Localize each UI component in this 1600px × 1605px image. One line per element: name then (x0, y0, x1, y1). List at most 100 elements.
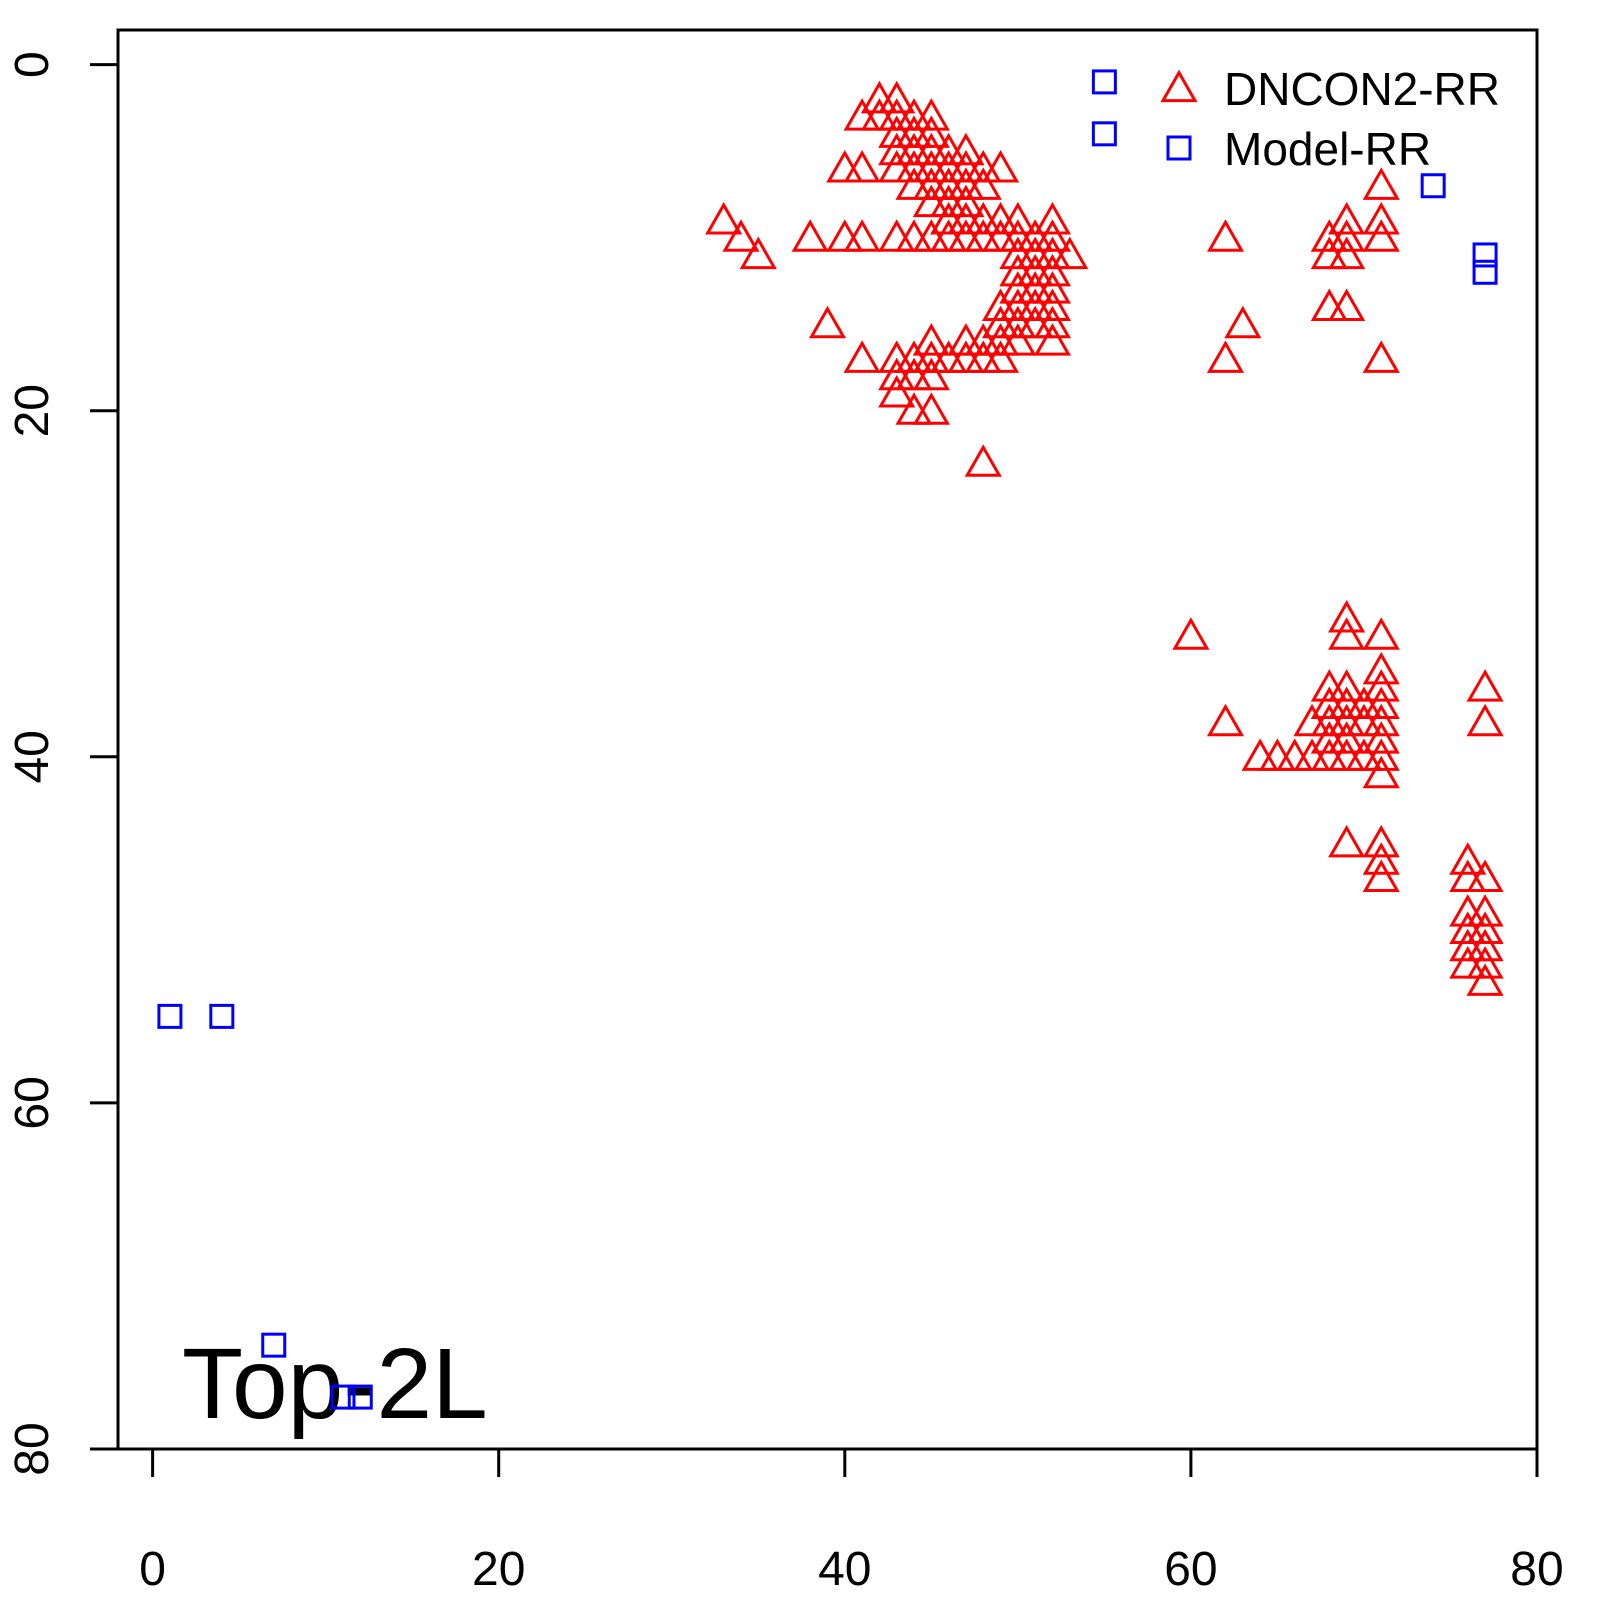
y-tick-label: 20 (6, 384, 59, 437)
point (1328, 599, 1366, 633)
point (739, 236, 777, 270)
point (1328, 201, 1366, 235)
point (912, 98, 950, 131)
legend-marker (1166, 135, 1192, 161)
point (1362, 617, 1400, 650)
point (1362, 219, 1400, 252)
point (1258, 738, 1297, 771)
y-tick-label: 40 (6, 730, 59, 783)
point (1224, 305, 1262, 339)
legend-label: Model-RR (1224, 123, 1431, 175)
point (1206, 703, 1245, 737)
point (1362, 755, 1400, 789)
point (1328, 721, 1366, 754)
point (912, 115, 950, 148)
point (1362, 167, 1400, 200)
point (1466, 963, 1504, 996)
point (878, 80, 916, 114)
point (826, 150, 864, 183)
point (1276, 738, 1314, 771)
point (261, 1332, 287, 1358)
point (1345, 686, 1383, 719)
point (1466, 928, 1504, 962)
point (1033, 253, 1072, 287)
point (947, 132, 985, 166)
plot-frame (116, 28, 1539, 1451)
point (1328, 824, 1366, 858)
point (1466, 703, 1504, 737)
point (964, 150, 1002, 183)
point (347, 1384, 373, 1410)
point (947, 184, 985, 218)
point (843, 340, 881, 373)
point (705, 201, 743, 235)
point (1033, 323, 1072, 356)
y-tick-label: 80 (6, 1422, 59, 1475)
point (1328, 236, 1366, 270)
point (964, 201, 1002, 235)
point (1362, 824, 1400, 858)
point (722, 219, 760, 252)
point (981, 201, 1020, 235)
point (964, 167, 1002, 200)
x-tick-label: 80 (1510, 1543, 1563, 1596)
point (1362, 669, 1400, 702)
point (1362, 703, 1400, 737)
point (999, 201, 1037, 235)
point (981, 340, 1020, 373)
point (843, 219, 881, 252)
x-tick-label: 20 (472, 1543, 525, 1596)
point (1091, 121, 1117, 147)
point (912, 323, 950, 356)
point (1033, 271, 1072, 304)
point (895, 392, 933, 425)
point (1362, 686, 1400, 719)
point (1449, 894, 1487, 927)
point (843, 150, 881, 183)
point (330, 1384, 356, 1410)
point (157, 1003, 183, 1029)
point (1362, 859, 1400, 893)
point (930, 340, 968, 373)
legend-label: DNCON2-RR (1224, 63, 1500, 115)
point (1206, 340, 1245, 373)
point (1362, 201, 1400, 235)
point (1293, 703, 1331, 737)
point (895, 219, 933, 252)
point (1033, 288, 1072, 321)
y-tick-label: 0 (6, 51, 59, 78)
point (930, 132, 968, 166)
point (1016, 219, 1054, 252)
point (1472, 259, 1498, 285)
annotation: Top-2L (182, 1328, 488, 1440)
point (1328, 669, 1366, 702)
point (878, 340, 916, 373)
x-tick-label: 60 (1164, 1543, 1217, 1596)
point (1310, 219, 1348, 252)
point (1449, 842, 1487, 875)
point (1362, 651, 1400, 685)
point (1362, 340, 1400, 373)
x-tick-label: 0 (139, 1543, 166, 1596)
point (1033, 201, 1072, 235)
point (1293, 738, 1331, 771)
point (1466, 894, 1504, 927)
point (1466, 946, 1504, 979)
point (791, 219, 829, 252)
point (895, 98, 933, 131)
point (1310, 288, 1348, 321)
point (209, 1003, 235, 1029)
point (1466, 911, 1504, 944)
point (878, 374, 916, 408)
point (895, 340, 933, 373)
point (912, 357, 950, 391)
point (1362, 842, 1400, 875)
point (1466, 859, 1504, 893)
y-tick-label: 60 (6, 1076, 59, 1129)
point (964, 323, 1002, 356)
point (981, 150, 1020, 183)
point (1466, 669, 1504, 702)
point (1310, 669, 1348, 702)
point (912, 392, 950, 425)
